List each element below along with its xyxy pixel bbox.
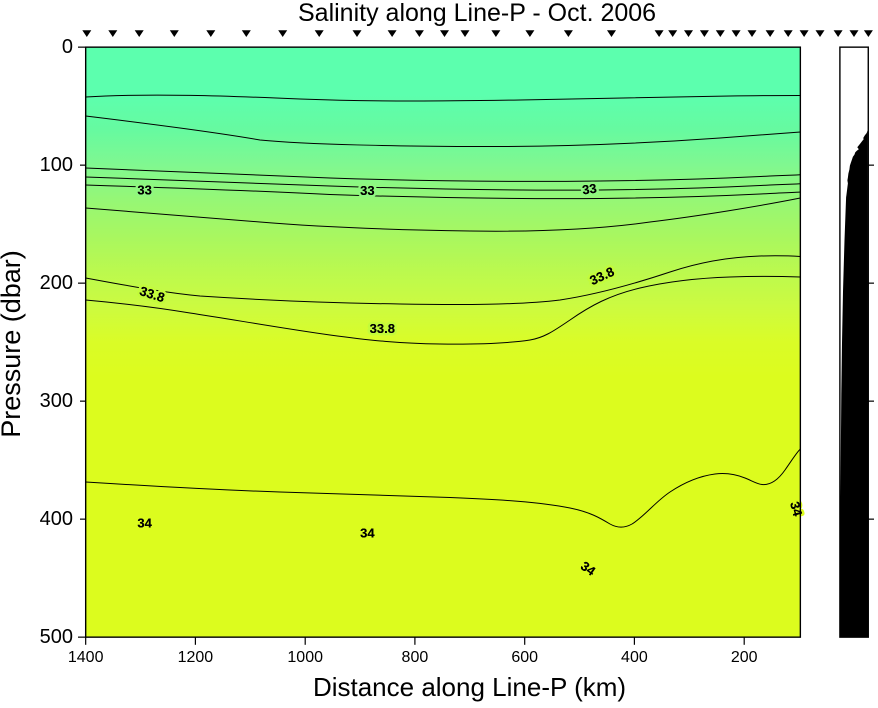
svg-text:34: 34 (137, 515, 152, 530)
svg-text:200: 200 (40, 272, 73, 294)
svg-text:Pressure (dbar): Pressure (dbar) (0, 250, 26, 438)
svg-text:1000: 1000 (287, 649, 323, 666)
svg-text:400: 400 (621, 649, 648, 666)
svg-text:500: 500 (40, 626, 73, 648)
svg-text:34: 34 (360, 526, 375, 541)
svg-text:800: 800 (402, 649, 429, 666)
svg-text:300: 300 (40, 390, 73, 412)
svg-text:1400: 1400 (68, 649, 104, 666)
svg-text:100: 100 (40, 154, 73, 176)
svg-text:200: 200 (731, 649, 758, 666)
svg-text:33: 33 (581, 181, 597, 198)
svg-text:1200: 1200 (178, 649, 214, 666)
svg-text:33: 33 (360, 183, 374, 198)
svg-text:33: 33 (137, 183, 151, 198)
svg-text:600: 600 (511, 649, 538, 666)
svg-text:33.8: 33.8 (370, 321, 395, 336)
svg-text:400: 400 (40, 508, 73, 530)
svg-text:Distance along Line-P (km): Distance along Line-P (km) (313, 672, 626, 702)
svg-text:Salinity along Line-P - Oct. 2: Salinity along Line-P - Oct. 2006 (298, 0, 656, 27)
svg-text:0: 0 (62, 36, 73, 58)
